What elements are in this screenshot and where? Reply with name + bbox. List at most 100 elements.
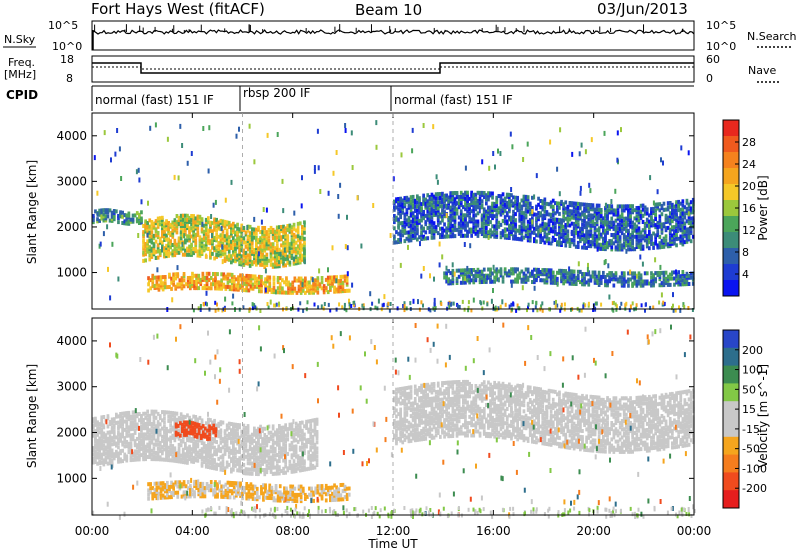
heatmap-cell bbox=[133, 424, 137, 429]
heatmap-cell bbox=[200, 461, 204, 466]
heatmap-cell bbox=[564, 206, 568, 211]
heatmap-cell bbox=[447, 228, 450, 233]
scatter-cell bbox=[269, 299, 272, 305]
scatter-cell bbox=[631, 282, 634, 288]
heatmap-cell bbox=[345, 274, 349, 279]
heatmap-cell bbox=[691, 275, 695, 280]
heatmap-cell bbox=[177, 218, 181, 222]
heatmap-cell bbox=[633, 234, 637, 239]
heatmap-cell bbox=[597, 242, 601, 247]
heatmap-cell bbox=[407, 238, 411, 243]
heatmap-cell bbox=[165, 433, 168, 438]
heatmap-cell bbox=[221, 219, 225, 224]
heatmap-cell bbox=[163, 447, 166, 452]
heatmap-cell bbox=[432, 231, 436, 236]
scatter-cell bbox=[262, 207, 265, 212]
scatter-cell bbox=[679, 307, 682, 313]
heatmap-cell bbox=[631, 271, 634, 276]
heatmap-cell bbox=[554, 229, 557, 234]
heatmap-cell bbox=[675, 274, 678, 279]
heatmap-cell bbox=[579, 202, 582, 207]
heatmap-cell bbox=[480, 213, 484, 218]
heatmap-cell bbox=[184, 232, 187, 237]
heatmap-cell bbox=[671, 206, 674, 211]
heatmap-cell bbox=[585, 231, 588, 236]
ground-scatter-cell bbox=[663, 301, 666, 306]
heatmap-cell bbox=[480, 203, 484, 208]
heatmap-cell bbox=[526, 219, 530, 224]
heatmap-cell bbox=[331, 275, 334, 280]
heatmap-cell bbox=[202, 229, 206, 234]
heatmap-cell bbox=[225, 439, 229, 444]
ground-scatter-cell bbox=[440, 302, 443, 306]
heatmap-cell bbox=[512, 209, 515, 214]
heatmap-cell bbox=[194, 220, 198, 225]
heatmap-cell bbox=[679, 278, 683, 283]
heatmap-cell bbox=[227, 235, 231, 240]
heatmap-cell bbox=[627, 204, 630, 209]
heatmap-cell bbox=[303, 226, 306, 231]
heatmap-cell bbox=[616, 247, 620, 252]
scatter-cell bbox=[300, 203, 303, 209]
heatmap-cell bbox=[545, 272, 549, 277]
heatmap-cell bbox=[207, 278, 211, 282]
heatmap-cell bbox=[430, 223, 434, 228]
heatmap-cell bbox=[298, 258, 302, 263]
heatmap-cell bbox=[227, 253, 231, 258]
heatmap-cell bbox=[171, 232, 175, 237]
scatter-cell bbox=[351, 282, 354, 288]
heatmap-cell bbox=[108, 436, 112, 441]
heatmap-cell bbox=[163, 231, 166, 236]
heatmap-cell bbox=[497, 220, 501, 225]
heatmap-cell bbox=[251, 274, 255, 279]
heatmap-cell bbox=[462, 217, 465, 222]
heatmap-cell bbox=[599, 214, 603, 219]
heatmap-cell bbox=[117, 424, 120, 429]
scatter-cell bbox=[339, 182, 342, 188]
ground-scatter-cell bbox=[580, 308, 583, 313]
heatmap-cell bbox=[235, 277, 238, 282]
heatmap-cell bbox=[597, 203, 601, 208]
heatmap-cell bbox=[637, 244, 641, 249]
heatmap-cell bbox=[491, 230, 494, 235]
heatmap-cell bbox=[148, 440, 152, 445]
scatter-cell bbox=[579, 190, 582, 196]
heatmap-cell bbox=[197, 286, 201, 291]
heatmap-cell bbox=[96, 217, 99, 222]
heatmap-cell bbox=[616, 210, 620, 215]
heatmap-cell bbox=[150, 434, 154, 439]
scatter-cell bbox=[590, 137, 593, 143]
heatmap-cell bbox=[593, 276, 597, 281]
heatmap-cell bbox=[228, 278, 232, 283]
heatmap-cell bbox=[292, 235, 296, 240]
heatmap-cell bbox=[207, 460, 210, 465]
scatter-cell bbox=[153, 249, 156, 255]
ground-scatter-cell bbox=[199, 304, 202, 308]
heatmap-cell bbox=[115, 412, 118, 417]
freq-unit-label: [MHz] bbox=[4, 68, 36, 81]
scatter-cell bbox=[549, 139, 552, 145]
heatmap-cell bbox=[192, 220, 195, 225]
heatmap-cell bbox=[679, 207, 683, 212]
heatmap-cell bbox=[472, 274, 476, 279]
heatmap-cell bbox=[133, 414, 137, 419]
heatmap-cell bbox=[273, 254, 277, 259]
heatmap-cell bbox=[106, 210, 110, 215]
heatmap-cell bbox=[614, 239, 618, 244]
scatter-cell bbox=[556, 281, 559, 287]
heatmap-cell bbox=[248, 239, 252, 244]
heatmap-cell bbox=[194, 448, 198, 452]
heatmap-cell bbox=[564, 279, 568, 284]
heatmap-cell bbox=[407, 230, 411, 235]
heatmap-cell bbox=[156, 420, 160, 425]
heatmap-cell bbox=[612, 233, 616, 237]
heatmap-cell bbox=[572, 269, 576, 274]
heatmap-cell bbox=[474, 223, 478, 228]
heatmap-cell bbox=[462, 276, 465, 281]
heatmap-cell bbox=[248, 257, 252, 262]
heatmap-cell bbox=[493, 201, 496, 206]
heatmap-cell bbox=[151, 275, 155, 280]
heatmap-cell bbox=[112, 215, 116, 220]
heatmap-cell bbox=[476, 229, 480, 234]
scatter-cell bbox=[212, 202, 215, 208]
